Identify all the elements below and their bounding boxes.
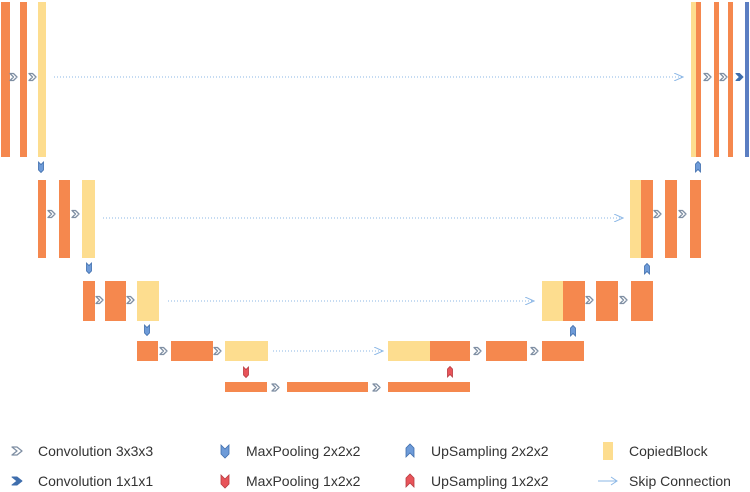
conv-block — [171, 341, 213, 361]
encoder-level-4 — [137, 341, 268, 361]
conv-block — [287, 382, 368, 392]
conv-block — [542, 341, 584, 361]
chevron-outline-icon — [719, 72, 728, 82]
upsampling-icons — [447, 160, 701, 378]
legend-label: MaxPooling 1x2x2 — [246, 473, 361, 489]
legend-label: CopiedBlock — [629, 443, 708, 459]
chevron-outline-icon — [95, 295, 104, 305]
legend-item-copied-block: CopiedBlock — [597, 440, 708, 462]
down-arrow-blue-icon — [144, 324, 150, 337]
legend-item-skip-connection: Skip Connection — [597, 470, 731, 492]
legend-label: Convolution 1x1x1 — [38, 473, 154, 489]
legend-item-conv3: Convolution 3x3x3 — [6, 440, 153, 462]
conv-block — [665, 180, 677, 258]
chevron-outline-icon — [47, 209, 56, 219]
up-arrow-blue-icon — [570, 324, 576, 337]
chevron-outline-icon — [159, 346, 168, 356]
down-arrow-blue-icon — [214, 440, 236, 462]
conv-block — [690, 180, 701, 258]
decoder-level-1 — [691, 2, 749, 157]
conv-block — [38, 2, 46, 157]
chevron-outline-icon — [678, 209, 687, 219]
conv-block — [59, 180, 70, 258]
up-arrow-blue-icon — [644, 262, 650, 275]
chevron-outline-icon — [703, 72, 712, 82]
chevron-outline-icon — [271, 383, 280, 392]
legend-item-conv1: Convolution 1x1x1 — [6, 470, 153, 492]
chevron-outline-icon — [372, 383, 381, 392]
legend-item-maxpool-2x2x2: MaxPooling 2x2x2 — [214, 440, 360, 462]
conv-block — [430, 341, 470, 361]
chevron-filled-icon — [735, 73, 744, 81]
chevron-filled-icon — [6, 470, 28, 492]
copied-block — [691, 2, 696, 157]
chevron-outline-icon — [28, 72, 37, 82]
conv-block — [596, 281, 618, 321]
up-arrow-red-icon — [447, 365, 453, 378]
conv-block — [696, 2, 701, 157]
copied-block — [388, 341, 430, 361]
conv-block — [1, 2, 10, 157]
conv-block — [20, 2, 27, 157]
conv3-chevrons — [9, 72, 728, 392]
copied-block — [542, 281, 563, 321]
conv-block — [225, 382, 267, 392]
chevron-outline-icon — [585, 295, 594, 305]
conv-block — [388, 382, 470, 392]
chevron-outline-icon — [126, 295, 135, 305]
chevron-outline-icon — [530, 346, 539, 356]
conv-block — [83, 281, 95, 321]
decoder-level-2 — [630, 180, 701, 258]
down-arrow-red-icon — [243, 366, 249, 379]
conv-block — [641, 180, 653, 258]
chevron-outline-icon — [9, 72, 18, 82]
copied-block — [630, 180, 641, 258]
up-arrow-blue-icon — [399, 440, 421, 462]
chevron-outline-icon — [653, 209, 662, 219]
copied-block — [137, 281, 159, 321]
copied-block — [82, 180, 95, 258]
up-arrow-red-icon — [399, 470, 421, 492]
diagram-canvas — [1, 2, 749, 392]
legend-item-upsample-1x2x2: UpSampling 1x2x2 — [399, 470, 549, 492]
bottleneck — [225, 382, 470, 392]
chevron-outline-icon — [71, 209, 80, 219]
chevron-outline-icon — [6, 440, 28, 462]
up-arrow-blue-icon — [695, 160, 701, 173]
chevron-outline-icon — [213, 346, 222, 356]
conv-block — [714, 2, 719, 157]
conv-block — [137, 341, 158, 361]
conv-block — [105, 281, 126, 321]
final-conv-block — [745, 2, 749, 157]
conv-block — [563, 281, 585, 321]
conv-block — [486, 341, 527, 361]
encoder-level-3 — [83, 281, 159, 321]
conv-block — [631, 281, 653, 321]
down-arrow-blue-icon — [38, 161, 44, 174]
legend-label: MaxPooling 2x2x2 — [246, 443, 361, 459]
skip-connections — [54, 77, 683, 351]
unet-diagram — [1, 2, 749, 392]
decoder-level-4 — [388, 341, 584, 361]
legend-item-upsample-2x2x2: UpSampling 2x2x2 — [399, 440, 549, 462]
legend-item-maxpool-1x2x2: MaxPooling 1x2x2 — [214, 470, 360, 492]
pooling-icons — [38, 161, 249, 379]
conv-block — [728, 2, 733, 157]
legend-label: UpSampling 1x2x2 — [431, 473, 549, 489]
chevron-outline-icon — [619, 295, 628, 305]
encoder-level-2 — [38, 180, 95, 258]
down-arrow-red-icon — [214, 470, 236, 492]
encoder-level-1 — [1, 2, 46, 157]
skip-arrow-icon — [597, 470, 619, 492]
down-arrow-blue-icon — [86, 262, 92, 275]
chevron-outline-icon — [473, 346, 482, 356]
decoder-level-3 — [542, 281, 653, 321]
legend-label: UpSampling 2x2x2 — [431, 443, 549, 459]
conv-block — [38, 180, 46, 258]
copied-block — [225, 341, 268, 361]
legend-label: Skip Connection — [629, 473, 731, 489]
copied-block-swatch — [597, 440, 619, 462]
legend-label: Convolution 3x3x3 — [38, 443, 154, 459]
